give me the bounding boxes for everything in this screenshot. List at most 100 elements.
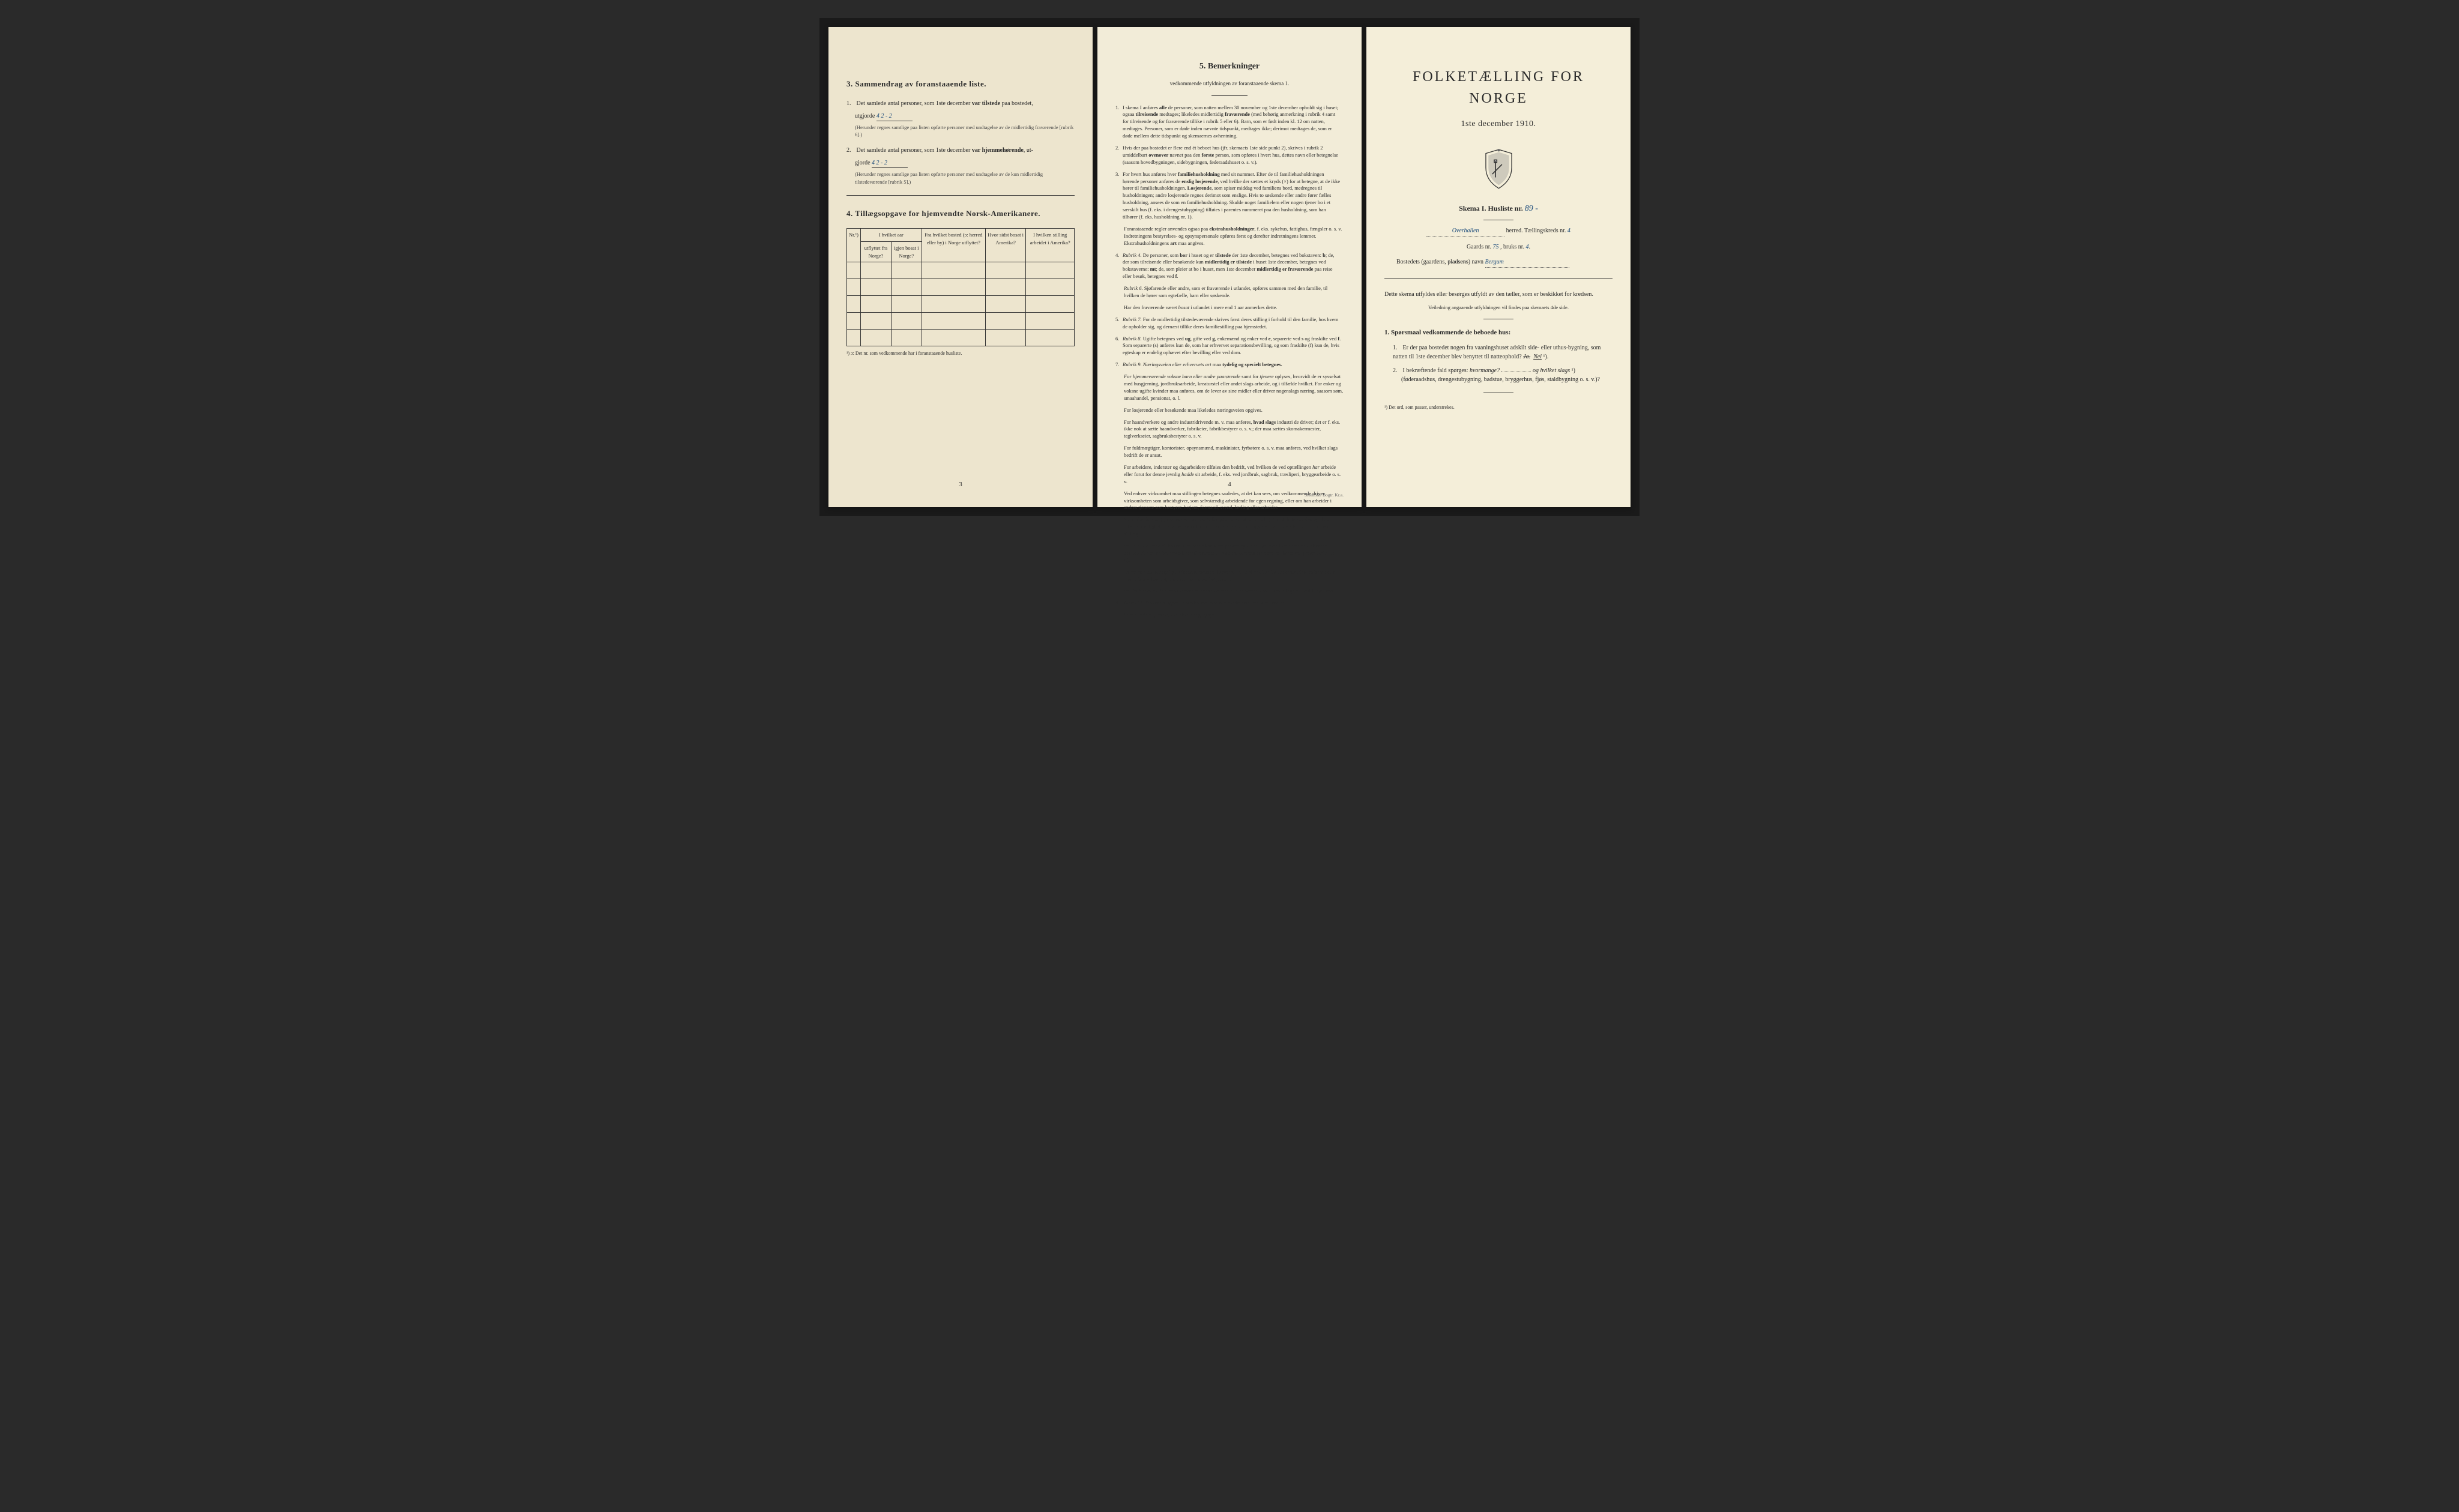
divider-short (1211, 95, 1248, 96)
bemerk-item: 7.Rubrik 9. Næringsveien eller erhvervet… (1115, 361, 1344, 369)
item-2: 2. Det samlede antal personer, som 1ste … (846, 146, 1075, 186)
bemerk-item: 4.Rubrik 4. De personer, som bor i huset… (1115, 252, 1344, 281)
item-2-bold: var hjemmehørende (972, 147, 1024, 154)
bemerk-sub: For losjerende eller besøkende maa likel… (1124, 407, 1344, 414)
table-row (847, 330, 1075, 346)
bemerk-item: 8.Rubrik 14. Sinker og lignende aandsslø… (1115, 600, 1344, 607)
bemerk-item: 5.Rubrik 7. For de midlertidig tilstedev… (1115, 316, 1344, 331)
item-1-note: (Herunder regnes samtlige paa listen opf… (855, 124, 1075, 139)
q1-text: Er der paa bostedet nogen fra vaaningshu… (1393, 345, 1601, 360)
bosted-label2: ) navn (1468, 259, 1483, 265)
page-1-title: FOLKETÆLLING FOR NORGE 1ste december 191… (1366, 27, 1631, 507)
q2-text-a: I bekræftende fald spørges: (1403, 367, 1470, 374)
tillaeg-table: Nr.¹) I hvilket aar Fra hvilket bosted (… (846, 228, 1075, 346)
sub-title: 1ste december 1910. (1384, 118, 1613, 130)
item-1-utgjorde: utgjorde (855, 113, 876, 119)
question-1: 1. Er der paa bostedet nogen fra vaaning… (1393, 343, 1613, 361)
item-1-bold: var tilstede (972, 100, 1000, 107)
gaards-line: Gaards nr. 75 , bruks nr. 4. (1384, 242, 1613, 251)
page-number-3: 3 (959, 480, 962, 490)
bosted-label: Bostedets (gaardens, (1396, 259, 1447, 265)
th-col1c: igjen bosat i Norge? (891, 241, 922, 262)
q1-ja: Ja. (1523, 354, 1530, 360)
bemerkninger-list: 1.I skema I anføres alle de personer, so… (1115, 104, 1344, 619)
husliste-nr: 89 - (1525, 204, 1538, 213)
th-nr: Nr.¹) (847, 229, 861, 262)
page-4: 5. Bemerkninger vedkommende utfyldningen… (1097, 27, 1362, 507)
bemerk-sub: Ved alle saadanne stillinger, som baade … (1124, 543, 1344, 564)
q2-hvormange: hvormange? (1470, 367, 1500, 374)
q1-nei: Nei (1533, 354, 1542, 360)
bemerk-item: 3.For hvert hus anføres hver familiehush… (1115, 171, 1344, 221)
q2-og: og hvilket slags (1533, 367, 1570, 374)
bemerkninger-subtitle: vedkommende utfyldningen av foranstaaend… (1115, 80, 1344, 88)
printer-mark: Steen'ske Bogtr. Kr.a. (1305, 492, 1344, 498)
bosted-handwritten: Bergum (1485, 258, 1569, 268)
bosted-line: Bostedets (gaardens, pladsens) navn Berg… (1384, 258, 1613, 268)
page-number-4: 4 (1228, 480, 1231, 490)
kreds-nr: 4 (1567, 227, 1570, 234)
skema-label: Skema I. Husliste nr. (1459, 204, 1523, 212)
item-2-num: 2. (846, 146, 855, 155)
gaards-label: Gaards nr. (1467, 244, 1491, 250)
item-2-handwritten: 4 2 - 2 (872, 158, 908, 168)
coat-of-arms-icon (1482, 148, 1515, 190)
herred-label: herred. Tællingskreds nr. (1506, 227, 1566, 234)
table-row (847, 279, 1075, 296)
q2-blank (1501, 371, 1531, 372)
footnote-1-text: ¹) Det ord, som passer, understrekes. (1384, 405, 1455, 410)
section-4-title: 4. Tillægsopgave for hjemvendte Norsk-Am… (846, 208, 1075, 220)
th-col4: I hvilken stilling arbeidet i Amerika? (1026, 229, 1075, 262)
bemerk-item: 1.I skema I anføres alle de personer, so… (1115, 104, 1344, 140)
table-row (847, 313, 1075, 330)
th-col3: Hvor sidst bosat i Amerika? (985, 229, 1025, 262)
table-row (847, 296, 1075, 313)
skema-line: Skema I. Husliste nr. 89 - (1384, 202, 1613, 215)
bemerk-sub: Har den fraværende været bosat i utlande… (1124, 304, 1344, 312)
table-row (847, 262, 1075, 279)
bemerk-item: 2.Hvis der paa bostedet er flere end ét … (1115, 145, 1344, 166)
page-3: 3. Sammendrag av foranstaaende liste. 1.… (828, 27, 1093, 507)
bemerk-sub: Lever man hovedsagelig av formue, pensio… (1124, 569, 1344, 583)
q1-sup: ¹). (1542, 354, 1548, 360)
table-footnote: ¹) ɔ: Det nr. som vedkommende har i fora… (846, 350, 1075, 357)
bemerkninger-title: 5. Bemerkninger (1115, 60, 1344, 73)
bemerk-sub: For haandverkere og andre industridriven… (1124, 419, 1344, 441)
main-title: FOLKETÆLLING FOR NORGE (1384, 66, 1613, 109)
gaards-nr: 75 (1493, 244, 1499, 250)
item-1-text-a: Det samlede antal personer, som 1ste dec… (857, 100, 972, 107)
footnote-1: ¹) Det ord, som passer, understrekes. (1384, 404, 1613, 411)
bemerk-sub: For arbeidere, inderster og dagarbeidere… (1124, 464, 1344, 486)
item-2-text-a: Det samlede antal personer, som 1ste dec… (857, 147, 972, 154)
herred-handwritten: Overhallen (1426, 226, 1504, 236)
divider (846, 195, 1075, 196)
herred-line: Overhallen herred. Tællingskreds nr. 4 (1384, 226, 1613, 236)
question-heading: 1. Spørsmaal vedkommende de beboede hus: (1384, 328, 1613, 338)
item-2-note: (Herunder regnes samtlige paa listen opf… (855, 170, 1075, 186)
bosted-struck: pladsens (1447, 259, 1468, 265)
item-1-num: 1. (846, 99, 855, 108)
bemerk-sub: Rubrik 6. Sjøfarende eller andre, som er… (1124, 285, 1344, 300)
bemerk-sub: Som arbeidsledig (l) regnes de, som paa … (1124, 516, 1344, 538)
item-1-handwritten: 4 2 - 2 (876, 112, 913, 121)
bemerk-sub: For fuldmægtiger, kontorister, opsynsmæn… (1124, 445, 1344, 459)
th-col1a: I hvilket aar (861, 229, 922, 242)
bemerk-sub: Ved forhenværende næringsdrivende, embed… (1124, 588, 1344, 595)
bruks-nr: 4 (1526, 244, 1529, 250)
bruks-label: , bruks nr. (1500, 244, 1524, 250)
item-2-gjorde: gjorde (855, 160, 872, 166)
q2-num: 2. (1393, 366, 1401, 375)
q2-text-b: (føderaadshus, drengestubygning, badstue… (1401, 375, 1613, 384)
item-1: 1. Det samlede antal personer, som 1ste … (846, 99, 1075, 139)
bemerk-sub: Som blinde regnes de, som ikke har gangs… (1124, 612, 1344, 619)
section-3-title: 3. Sammendrag av foranstaaende liste. (846, 78, 1075, 90)
instruction-sub: Veiledning angaaende utfyldningen vil fi… (1384, 304, 1613, 312)
item-2-text-c: , ut- (1024, 147, 1033, 154)
bemerk-item: 6.Rubrik 8. Ugifte betegnes ved ug, gift… (1115, 336, 1344, 357)
q2-sup: ¹) (1570, 367, 1575, 374)
question-2: 2. I bekræftende fald spørges: hvormange… (1393, 366, 1613, 384)
document-spread: 3. Sammendrag av foranstaaende liste. 1.… (819, 18, 1640, 516)
bemerk-sub: For hjemmeværende voksne barn eller andr… (1124, 373, 1344, 402)
th-col1b: utflyttet fra Norge? (861, 241, 892, 262)
th-col2: Fra hvilket bosted (ɔ: herred eller by) … (922, 229, 985, 262)
